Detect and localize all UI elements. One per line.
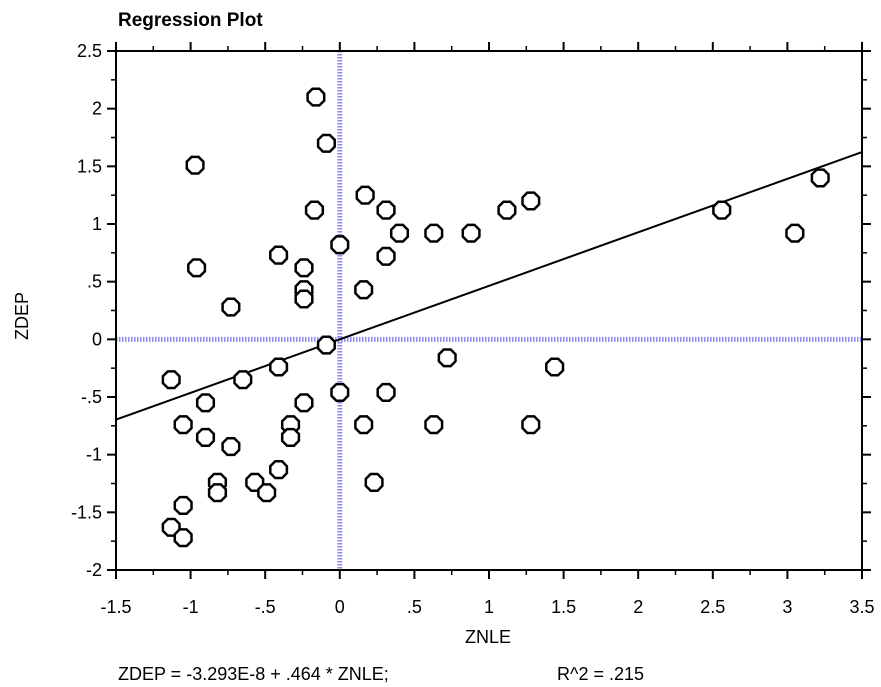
data-point — [161, 517, 181, 537]
data-point — [376, 246, 396, 266]
zero-lines — [116, 51, 862, 570]
data-point — [364, 472, 384, 492]
data-point — [269, 460, 289, 480]
data-point — [280, 427, 301, 447]
y-tick-label: 2 — [92, 99, 102, 119]
x-tick-label: 1.5 — [551, 597, 576, 617]
data-point — [207, 483, 228, 503]
x-tick-label: 2 — [633, 597, 643, 617]
data-point — [257, 483, 277, 503]
x-tick-label: 1 — [484, 597, 494, 617]
x-axis-ticks: -1.5 -1 -.5 0 .5 1 1.5 2 2.5 3 3.5 — [100, 42, 875, 617]
data-point — [304, 200, 325, 220]
data-point — [330, 382, 350, 402]
data-point — [497, 200, 517, 220]
x-tick-label: 3.5 — [849, 597, 874, 617]
y-tick-label: 1.5 — [77, 156, 102, 176]
data-point — [355, 185, 375, 205]
x-tick-label: .5 — [407, 597, 422, 617]
x-axis-label: ZNLE — [465, 627, 511, 647]
data-point — [354, 415, 374, 435]
y-tick-label: -.5 — [81, 387, 102, 407]
data-point — [269, 245, 289, 265]
data-point — [161, 370, 181, 390]
y-tick-label: -2 — [86, 560, 102, 580]
data-point — [810, 168, 830, 188]
y-tick-label: .5 — [87, 272, 102, 292]
data-point — [294, 258, 314, 278]
data-point — [424, 415, 444, 435]
r-squared-label: R^2 = .215 — [557, 664, 644, 684]
data-point — [173, 495, 193, 515]
data-point — [294, 393, 314, 413]
data-point — [354, 280, 374, 300]
y-tick-label: 1 — [92, 214, 102, 234]
regression-equation: ZDEP = -3.293E-8 + .464 * ZNLE; — [118, 664, 389, 684]
data-point — [712, 200, 732, 220]
data-points — [161, 87, 830, 548]
data-point — [173, 528, 193, 548]
data-point — [294, 289, 314, 309]
data-point — [521, 415, 541, 435]
data-point — [245, 472, 265, 492]
data-point — [221, 297, 241, 317]
y-tick-label: 2.5 — [77, 41, 102, 61]
data-point — [185, 155, 205, 175]
data-point — [316, 133, 336, 153]
data-point — [437, 348, 457, 368]
x-tick-label: -.5 — [255, 597, 276, 617]
x-tick-label: 0 — [335, 597, 345, 617]
x-tick-label: -1 — [183, 597, 199, 617]
x-tick-label: 2.5 — [700, 597, 725, 617]
data-point — [173, 415, 193, 435]
data-point — [233, 370, 253, 390]
data-point — [376, 200, 396, 220]
x-tick-label: -1.5 — [100, 597, 131, 617]
data-point — [461, 223, 481, 243]
data-point — [785, 223, 805, 243]
x-tick-label: 3 — [782, 597, 792, 617]
y-axis-label: ZDEP — [12, 292, 32, 340]
y-tick-label: -1 — [86, 445, 102, 465]
data-point — [195, 427, 216, 447]
y-tick-label: -1.5 — [71, 502, 102, 522]
data-point — [330, 235, 350, 255]
data-point — [195, 393, 216, 413]
data-point — [269, 357, 289, 377]
data-point — [389, 223, 410, 243]
data-point — [306, 87, 326, 107]
data-point — [221, 437, 241, 457]
data-point — [376, 382, 396, 402]
data-point — [545, 357, 565, 377]
data-point — [187, 258, 207, 278]
y-axis-ticks: -2 -1.5 -1 -.5 0 .5 1 1.5 2 2.5 — [71, 41, 871, 580]
data-point — [424, 223, 444, 243]
y-tick-label: 0 — [92, 329, 102, 349]
data-point — [521, 191, 541, 211]
regression-line — [115, 151, 863, 421]
chart-title: Regression Plot — [118, 10, 263, 31]
data-point — [316, 335, 336, 355]
